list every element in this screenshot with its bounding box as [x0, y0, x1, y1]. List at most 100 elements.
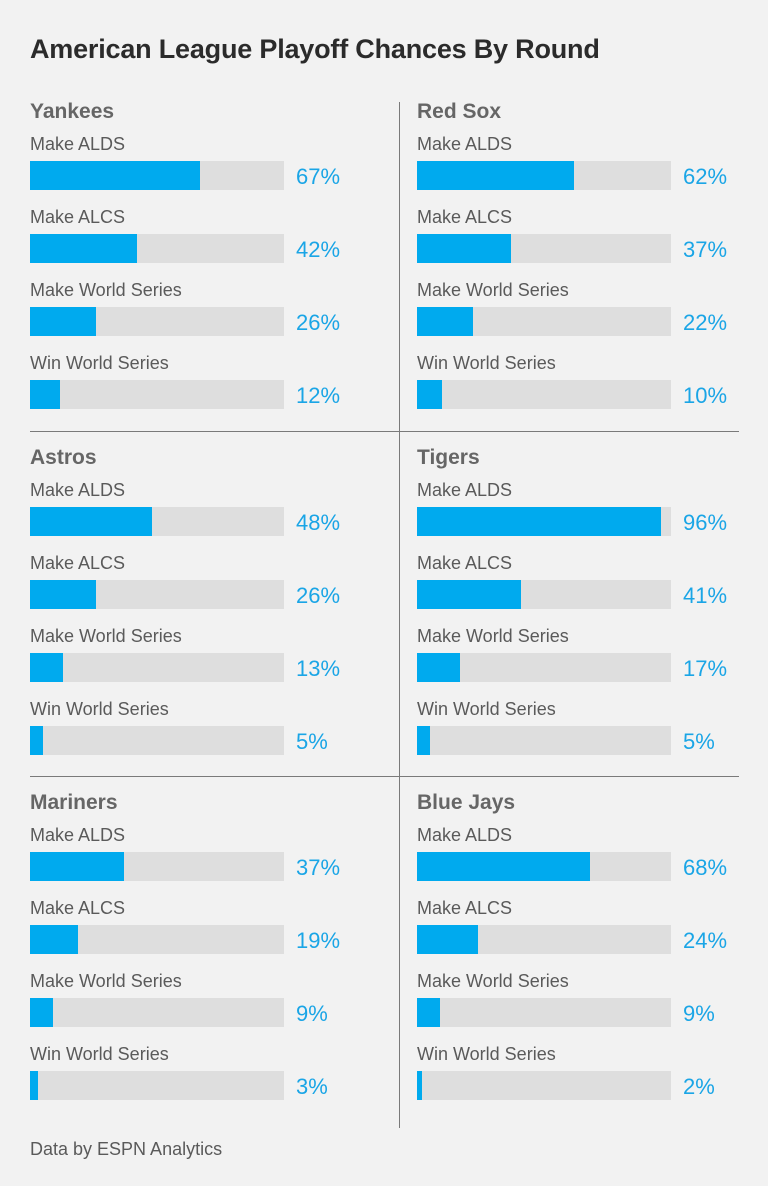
- bar-track: [417, 580, 671, 609]
- bar-track: [417, 998, 671, 1027]
- round-label: Make World Series: [417, 626, 569, 646]
- bar-fill: [417, 998, 440, 1027]
- percent-label: 37%: [296, 855, 341, 880]
- percent-label: 24%: [683, 928, 728, 953]
- round-row-make-alcs: Make ALCS 41%: [417, 553, 757, 626]
- bar-fill: [30, 380, 61, 409]
- percent-label: 22%: [683, 310, 728, 335]
- round-label: Make ALCS: [30, 898, 126, 918]
- team-panel-yankees: Yankees Make ALDS 67% Make ALCS 42% Make Worl…: [30, 100, 370, 420]
- round-label: Make World Series: [30, 280, 182, 300]
- round-label: Make ALDS: [30, 134, 126, 154]
- percent-label: 3%: [296, 1074, 328, 1099]
- team-panel-mariners: Mariners Make ALDS 37% Make ALCS 19% Make Wor…: [30, 791, 370, 1111]
- round-row-make-alcs: Make ALCS 19%: [30, 898, 370, 971]
- bar-fill: [30, 998, 53, 1027]
- round-row-win-world-series: Win World Series 10%: [417, 353, 757, 426]
- team-panel-tigers: Tigers Make ALDS 96% Make ALCS 41% Make World…: [417, 446, 757, 766]
- round-label: Make ALDS: [417, 825, 513, 845]
- bar-track: [30, 653, 284, 682]
- bar-fill: [417, 653, 461, 682]
- round-row-make-alcs: Make ALCS 42%: [30, 207, 370, 280]
- team-panel-blue-jays: Blue Jays Make ALDS 68% Make ALCS 24% Make Wo…: [417, 791, 757, 1111]
- bar-track: [30, 925, 284, 954]
- bar-fill: [417, 1071, 423, 1100]
- bar-track: [30, 852, 284, 881]
- bar-fill: [30, 726, 43, 755]
- round-row-make-world-series: Make World Series 17%: [417, 626, 757, 699]
- percent-label: 10%: [683, 383, 728, 408]
- team-panel-astros: Astros Make ALDS 48% Make ALCS 26% Make World…: [30, 446, 370, 766]
- round-row-make-alds: Make ALDS 68%: [417, 825, 757, 898]
- percent-label: 17%: [683, 656, 728, 681]
- percent-label: 48%: [296, 510, 341, 535]
- bar-fill: [30, 161, 201, 190]
- round-label: Win World Series: [417, 699, 556, 719]
- bar-track: [30, 726, 284, 755]
- round-row-make-alcs: Make ALCS 26%: [30, 553, 370, 626]
- percent-label: 12%: [296, 383, 341, 408]
- percent-label: 67%: [296, 164, 341, 189]
- round-label: Make ALDS: [417, 480, 513, 500]
- bar-track: [417, 161, 671, 190]
- round-label: Make ALCS: [417, 207, 513, 227]
- chart-title: American League Playoff Chances By Round: [30, 34, 600, 64]
- bar-track: [417, 852, 671, 881]
- round-label: Make ALCS: [417, 553, 513, 573]
- round-row-win-world-series: Win World Series 3%: [30, 1044, 370, 1117]
- bar-fill: [417, 161, 575, 190]
- bar-track: [30, 161, 284, 190]
- percent-label: 9%: [296, 1001, 328, 1026]
- round-row-make-alcs: Make ALCS 37%: [417, 207, 757, 280]
- round-label: Win World Series: [30, 699, 169, 719]
- percent-label: 96%: [683, 510, 728, 535]
- bar-track: [30, 380, 284, 409]
- bar-fill: [417, 507, 661, 536]
- team-name: Mariners: [30, 791, 118, 814]
- bar-track: [30, 234, 284, 263]
- round-row-make-alcs: Make ALCS 24%: [417, 898, 757, 971]
- bar-fill: [417, 726, 430, 755]
- percent-label: 37%: [683, 237, 728, 262]
- source-credit: Data by ESPN Analytics: [30, 1139, 223, 1159]
- round-row-win-world-series: Win World Series 5%: [30, 699, 370, 772]
- column-divider: [399, 102, 400, 1128]
- bar-fill: [30, 307, 97, 336]
- bar-fill: [417, 380, 443, 409]
- team-name: Tigers: [417, 446, 480, 469]
- percent-label: 5%: [296, 729, 328, 754]
- round-row-make-alds: Make ALDS 37%: [30, 825, 370, 898]
- bar-track: [417, 1071, 671, 1100]
- round-label: Win World Series: [30, 353, 169, 373]
- bar-fill: [417, 234, 511, 263]
- round-row-win-world-series: Win World Series 2%: [417, 1044, 757, 1117]
- team-name: Blue Jays: [417, 791, 516, 814]
- round-label: Make World Series: [417, 280, 569, 300]
- bar-track: [417, 653, 671, 682]
- round-row-make-alds: Make ALDS 48%: [30, 480, 370, 553]
- bar-fill: [417, 580, 522, 609]
- percent-label: 42%: [296, 237, 341, 262]
- round-row-make-alds: Make ALDS 96%: [417, 480, 757, 553]
- round-label: Make World Series: [417, 971, 569, 991]
- team-panel-red-sox: Red Sox Make ALDS 62% Make ALCS 37% Make Worl…: [417, 100, 757, 420]
- bar-fill: [30, 580, 97, 609]
- round-label: Win World Series: [30, 1044, 169, 1064]
- round-label: Make World Series: [30, 626, 182, 646]
- round-label: Make ALDS: [30, 480, 126, 500]
- percent-label: 13%: [296, 656, 341, 681]
- round-label: Win World Series: [417, 353, 556, 373]
- bar-track: [417, 234, 671, 263]
- bar-track: [417, 507, 671, 536]
- percent-label: 62%: [683, 164, 728, 189]
- round-row-make-world-series: Make World Series 9%: [30, 971, 370, 1044]
- round-row-win-world-series: Win World Series 12%: [30, 353, 370, 426]
- bar-fill: [30, 507, 152, 536]
- round-row-make-world-series: Make World Series 22%: [417, 280, 757, 353]
- bar-fill: [30, 234, 137, 263]
- bar-track: [417, 726, 671, 755]
- bar-track: [30, 580, 284, 609]
- round-label: Make ALDS: [30, 825, 126, 845]
- round-row-make-world-series: Make World Series 13%: [30, 626, 370, 699]
- round-label: Make ALCS: [30, 553, 126, 573]
